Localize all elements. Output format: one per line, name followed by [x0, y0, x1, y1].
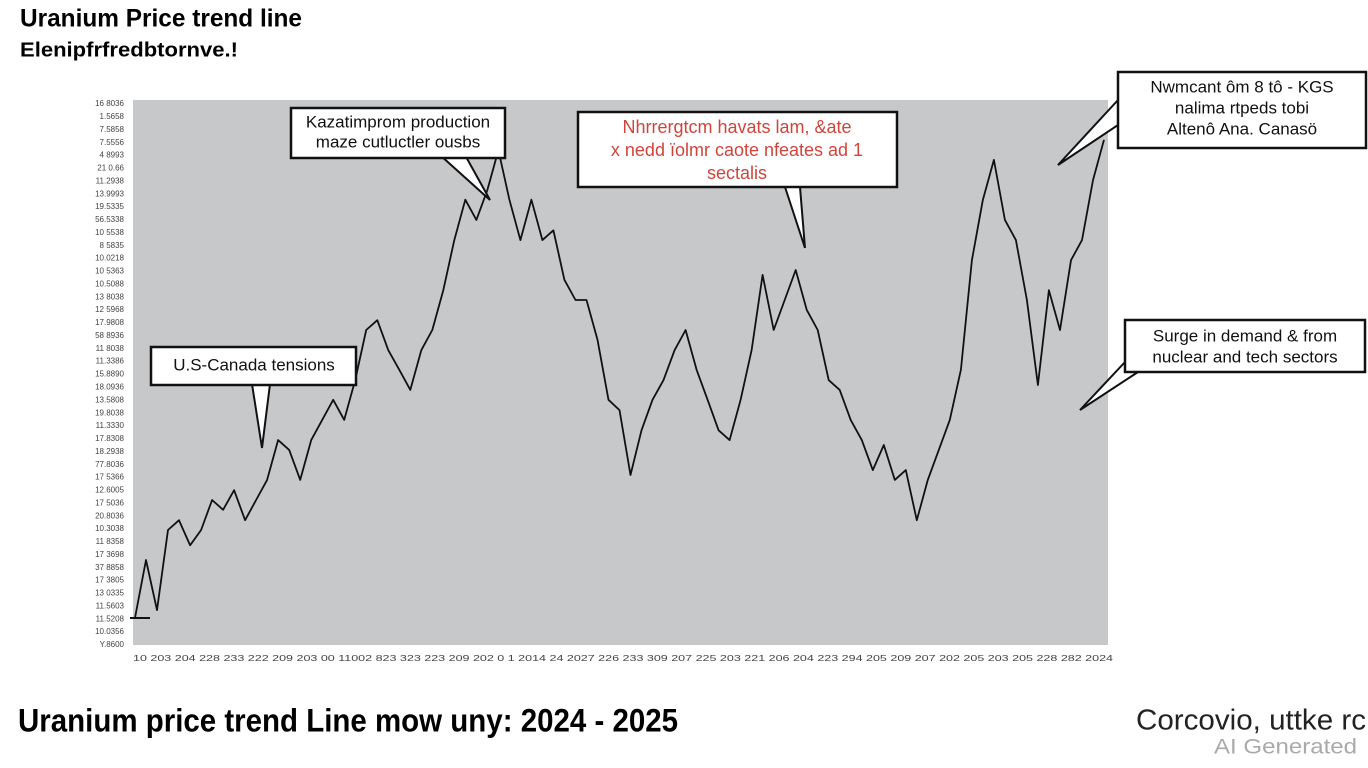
y-tick-label: 11.5208 [96, 614, 125, 623]
callout-box [149, 345, 358, 387]
footer-brand: Corcovio, uttke rc [1136, 705, 1366, 737]
callout-box [576, 110, 899, 189]
y-tick-label: 11 8038 [96, 344, 125, 353]
y-tick-label: Y.8600 [100, 640, 125, 649]
y-tick-label: 77.8036 [95, 460, 124, 469]
y-tick-label: 58 8936 [95, 331, 124, 340]
callout-box [1123, 318, 1367, 374]
y-tick-label: 12.6005 [95, 486, 124, 495]
y-tick-label: 20.8036 [95, 511, 124, 520]
callout-box [1116, 70, 1368, 150]
y-tick-label: 11.3386 [96, 357, 125, 366]
y-tick-label: 12 5968 [95, 305, 124, 314]
callouts [149, 70, 1368, 449]
y-tick-label: 11.5603 [96, 601, 125, 610]
plot [130, 139, 1105, 619]
annotation-text: sectalis [707, 163, 767, 183]
annotation-text: x nedd ïolmr caote nfeates ad 1 [611, 140, 863, 160]
y-tick-label: 11.3330 [96, 421, 125, 430]
annotation-text: Altenô Ana. Canasö [1167, 119, 1317, 138]
y-tick-label: 56.5338 [95, 215, 124, 224]
y-tick-label: 4 8993 [100, 151, 125, 160]
annotation-text: nuclear and tech sectors [1152, 347, 1337, 366]
y-tick-label: 37 8858 [95, 563, 124, 572]
y-tick-label: 17 5366 [95, 473, 124, 482]
y-tick-label: 17 5036 [95, 498, 124, 507]
y-tick-label: 13.9993 [95, 189, 124, 198]
y-tick-label: 11.2938 [96, 176, 125, 185]
y-tick-label: 10 5538 [95, 228, 124, 237]
y-tick-label: 10 5363 [95, 267, 124, 276]
annotation-text: nalima rtpeds tobi [1175, 98, 1309, 117]
y-tick-label: 8 5835 [100, 241, 125, 250]
y-tick-label: 10.0218 [95, 254, 124, 263]
annotation-text: U.S-Canada tensions [173, 355, 335, 374]
y-tick-label: 15.8890 [95, 370, 124, 379]
y-tick-label: 1.5658 [100, 112, 125, 121]
y-tick-label: 10.3038 [95, 524, 124, 533]
y-tick-label: 21 0.66 [97, 164, 124, 173]
y-tick-label: 17.9808 [95, 318, 124, 327]
annotation-text: Surge in demand & from [1153, 326, 1337, 345]
y-tick-label: 10.0356 [95, 627, 124, 636]
y-tick-label: 7.5556 [100, 138, 125, 147]
chart-subtitle: Elenipfrfredbtornve.! [20, 39, 238, 61]
y-tick-label: 18.2938 [95, 447, 124, 456]
callout-box [289, 106, 507, 160]
x-axis-text: 10 203 204 228 233 222 209 203 00 11002 … [133, 654, 1114, 663]
annotation-text: maze cutluctler ousbs [316, 132, 480, 151]
annotation-text: Nhrrergtcm havats lam, &ate [622, 117, 851, 137]
y-tick-label: 17.8308 [95, 434, 124, 443]
y-tick-label: 13 8038 [95, 292, 124, 301]
ai-badge: AI Generated [1214, 736, 1357, 759]
annotation-text: Kazatimprom production [306, 112, 490, 131]
chart-title: Uranium Price trend line [20, 5, 302, 33]
footer-caption: Uranium price trend Line mow uny: 2024 -… [18, 702, 678, 738]
y-tick-label: 16 8036 [95, 99, 124, 108]
y-tick-label: 18.0936 [95, 382, 124, 391]
y-tick-label: 19.8038 [95, 408, 124, 417]
y-tick-label: 13 0335 [95, 589, 124, 598]
y-tick-label: 11 8358 [96, 537, 125, 546]
price-line [134, 139, 1105, 618]
y-tick-label: 17 3805 [95, 576, 124, 585]
y-tick-label: 10.5088 [95, 279, 124, 288]
y-tick-label: 13.5808 [95, 395, 124, 404]
y-tick-label: 17 3698 [95, 550, 124, 559]
y-tick-label: 19.5335 [95, 202, 124, 211]
annotation-text: Nwmcant ôm 8 tô - KGS [1150, 77, 1333, 96]
y-tick-label: 7.5858 [100, 125, 125, 134]
